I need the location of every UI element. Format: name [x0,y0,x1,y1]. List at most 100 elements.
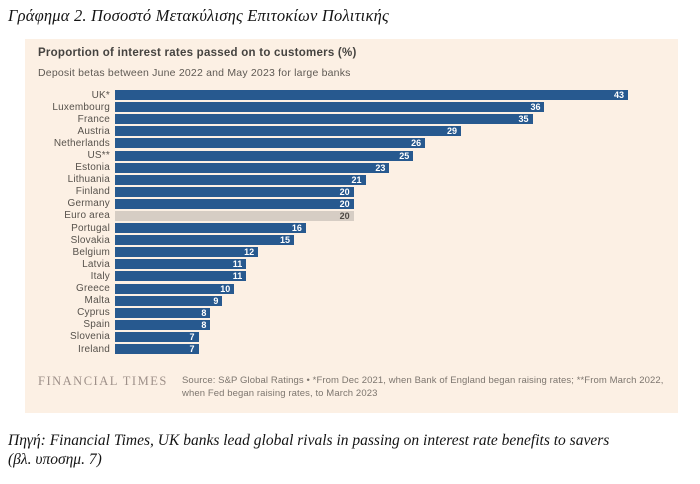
bar-value-label: 11 [232,271,243,282]
document-heading: Γράφημα 2. Ποσοστό Μετακύλισης Επιτοκίων… [8,6,389,25]
bar: 11 [115,271,247,282]
country-label: France [77,113,110,125]
bar-value-label: 9 [213,295,219,306]
country-label: Germany [67,198,110,210]
bar: 8 [115,319,211,330]
bar: 15 [115,235,294,246]
country-label: Lithuania [67,174,110,186]
bar-row: Greece 10 [38,283,665,295]
bar-row: Austria 29 [38,125,665,137]
bar-value-label: 35 [518,114,529,125]
bar: 8 [115,307,211,318]
country-label: Malta [84,295,110,307]
bar: 23 [115,162,390,173]
bar-value-label: 11 [232,259,243,270]
bar-row: Estonia 23 [38,162,665,174]
bar-row: UK* 43 [38,89,665,101]
bar-row: Germany 20 [38,198,665,210]
bar-track: 25 [115,150,628,161]
country-label: Finland [75,186,110,198]
bar-value-label: 43 [613,90,624,101]
country-label: Greece [76,283,110,295]
bar-track: 20 [115,198,628,209]
bar: 9 [115,295,223,306]
bar: 7 [115,344,199,355]
bar-track: 11 [115,259,628,270]
bar-row: Slovakia 15 [38,234,665,246]
financial-times-logo: FINANCIAL TIMES [38,374,168,389]
bar-value-label: 20 [339,186,350,197]
bar: 10 [115,283,235,294]
bar: 20 [115,186,354,197]
bar-track: 11 [115,271,628,282]
bar-track: 35 [115,114,628,125]
bar-track: 21 [115,174,628,185]
country-label: Luxembourg [52,101,110,113]
bar-row: US** 25 [38,150,665,162]
bar-row: Lithuania 21 [38,174,665,186]
bar-row: Italy 11 [38,270,665,282]
bar-track: 8 [115,307,628,318]
bar: 25 [115,150,414,161]
caption-line-1: Πηγή: Financial Times, UK banks lead glo… [8,432,610,449]
bar: 7 [115,331,199,342]
country-label: Austria [77,125,110,137]
bar: 35 [115,114,533,125]
bar-row: Portugal 16 [38,222,665,234]
bar-value-label: 25 [399,150,410,161]
bar-track: 10 [115,283,628,294]
bar-row: Netherlands 26 [38,138,665,149]
bar-track: 9 [115,295,628,306]
bar-row: France 35 [38,113,665,125]
bar: 11 [115,259,247,270]
bar-track: 26 [115,138,628,149]
bar-value-label: 20 [339,198,350,209]
country-label: Cyprus [77,307,110,319]
bar-row: Belgium 12 [38,247,665,258]
bar-value-label: 36 [530,102,541,113]
bar-track: 23 [115,162,628,173]
country-label: Euro area [64,210,110,222]
bar-track: 7 [115,344,628,355]
bar-value-label: 23 [375,162,386,173]
bar-row: Slovenia 7 [38,331,665,343]
bar-track: 20 [115,210,628,221]
country-label: Portugal [71,222,110,234]
bar-value-label: 16 [291,223,302,234]
country-label: Latvia [82,258,110,270]
bar: 43 [115,90,628,101]
bar-row: Cyprus 8 [38,307,665,319]
chart-title: Proportion of interest rates passed on t… [38,47,357,59]
bar-track: 8 [115,319,628,330]
country-label: Slovenia [70,331,110,343]
country-label: Ireland [78,343,110,355]
bar-row: Euro area 20 [38,210,665,222]
bar-value-label: 15 [279,235,290,246]
bar-value-label: 8 [201,319,207,330]
bar-value-label: 26 [411,138,422,149]
country-label: UK* [91,89,110,101]
bar: 20 [115,210,354,221]
ft-chart-panel: Proportion of interest rates passed on t… [25,39,678,413]
bars: UK* 43 Luxembourg 36 France 35 Austria 2… [38,89,665,355]
bar: 20 [115,198,354,209]
bar-track: 29 [115,126,628,137]
country-label: US** [87,150,110,162]
country-label: Estonia [75,162,110,174]
bar: 29 [115,126,461,137]
bar-value-label: 7 [189,344,195,355]
bar-track: 15 [115,235,628,246]
chart-subtitle: Deposit betas between June 2022 and May … [38,67,351,79]
bar-row: Ireland 7 [38,343,665,355]
bar-track: 43 [115,90,628,101]
bar-track: 7 [115,331,628,342]
bar-track: 16 [115,223,628,234]
country-label: Slovakia [70,234,110,246]
bar-value-label: 7 [189,331,195,342]
bar-value-label: 20 [339,210,350,221]
bar-value-label: 29 [446,126,457,137]
bar-row: Finland 20 [38,186,665,198]
country-label: Spain [83,319,110,331]
country-label: Italy [90,270,110,282]
bar-track: 12 [115,247,628,258]
